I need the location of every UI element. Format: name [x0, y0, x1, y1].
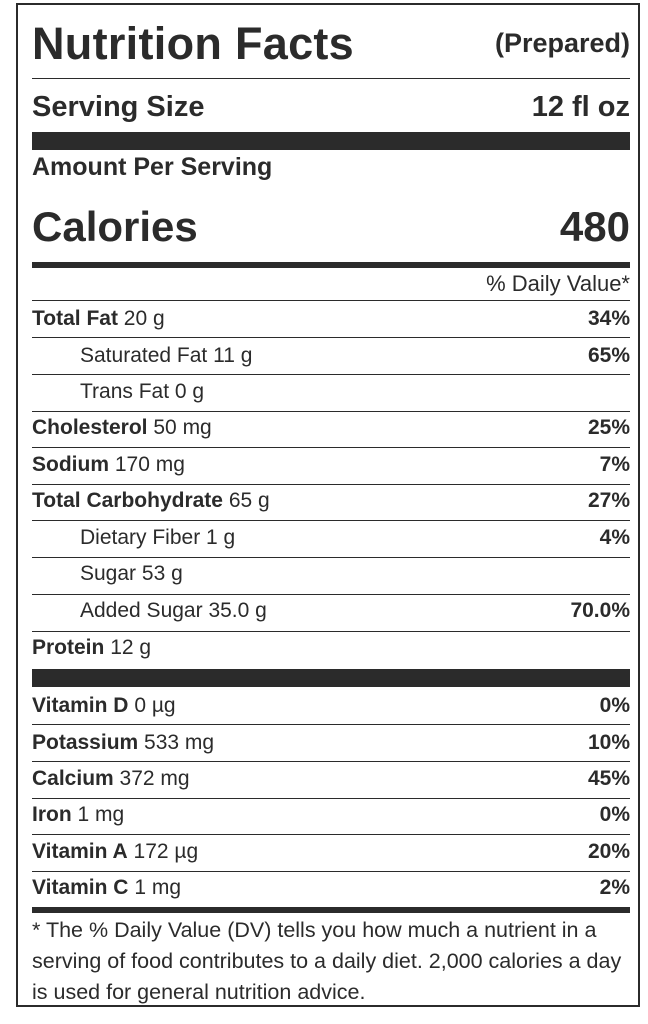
- nutrient-amount: 170 mg: [114, 453, 185, 476]
- serving-size-value: 12 fl oz: [531, 90, 630, 123]
- nutrient-dv: 0%: [599, 803, 630, 826]
- divider: [32, 834, 630, 835]
- nutrient-name: Added Sugar: [80, 599, 203, 622]
- nutrient-name: Protein: [32, 636, 105, 659]
- medium-divider: [32, 907, 630, 913]
- nutrient-name: Calcium: [32, 767, 114, 790]
- nutrient-row-cholesterol: Cholesterol 50 mg 25%: [32, 410, 630, 446]
- nutrient-amount: 0 µg: [134, 694, 176, 717]
- nutrient-name: Vitamin A: [32, 840, 128, 863]
- vitamin-row-iron: Iron 1 mg 0%: [32, 797, 630, 833]
- calories-row: Calories 480: [32, 197, 630, 257]
- nutrient-dv: 10%: [587, 731, 630, 754]
- vitamin-row-potassium: Potassium 533 mg 10%: [32, 725, 630, 761]
- nutrient-dv: 34%: [587, 307, 630, 330]
- nutrient-amount: 172 µg: [133, 840, 199, 863]
- nutrient-amount: 20 g: [123, 307, 165, 330]
- daily-value-header: % Daily Value*: [486, 271, 630, 296]
- nutrient-name: Saturated Fat: [80, 344, 208, 367]
- divider: [32, 447, 630, 448]
- title-row: Nutrition Facts (Prepared): [32, 15, 630, 71]
- vitamin-row-vitamin-a: Vitamin A 172 µg 20%: [32, 834, 630, 870]
- divider: [32, 631, 630, 632]
- nutrient-amount: 53 g: [141, 562, 183, 585]
- calories-label: Calories: [32, 203, 198, 250]
- divider: [32, 411, 630, 412]
- nutrient-amount: 35.0 g: [208, 599, 267, 622]
- nutrient-row-total-carbohydrate: Total Carbohydrate 65 g 27%: [32, 483, 630, 519]
- nutrient-name: Sodium: [32, 453, 109, 476]
- divider: [32, 871, 630, 872]
- thick-divider: [32, 132, 630, 150]
- nutrient-name: Sugar: [80, 562, 137, 585]
- medium-divider: [32, 262, 630, 268]
- nutrient-row-total-fat: Total Fat 20 g 34%: [32, 301, 630, 337]
- nutrient-dv: 4%: [599, 526, 630, 549]
- divider: [32, 300, 630, 301]
- nutrient-amount: 11 g: [213, 344, 253, 367]
- amount-per-serving: Amount Per Serving: [32, 153, 273, 181]
- nutrient-dv: 27%: [587, 489, 630, 512]
- nutrient-dv: 65%: [587, 344, 630, 367]
- nutrient-amount: 65 g: [228, 489, 270, 512]
- calories-value: 480: [559, 203, 630, 250]
- nutrient-row-sodium: Sodium 170 mg 7%: [32, 447, 630, 483]
- divider: [32, 484, 630, 485]
- nutrient-amount: 0 g: [174, 380, 205, 403]
- divider: [32, 78, 630, 79]
- divider: [32, 798, 630, 799]
- nutrient-amount: 50 mg: [153, 416, 212, 439]
- divider: [32, 724, 630, 725]
- divider: [32, 594, 630, 595]
- panel-inner: Nutrition Facts (Prepared) Serving Size …: [32, 5, 630, 1005]
- nutrient-row-sugar: Sugar 53 g: [32, 556, 630, 592]
- nutrient-name: Vitamin D: [32, 694, 129, 717]
- nutrient-name: Total Carbohydrate: [32, 489, 223, 512]
- nutrient-name: Dietary Fiber: [80, 526, 201, 549]
- label-title: Nutrition Facts: [32, 17, 355, 69]
- nutrient-dv: 0%: [599, 694, 630, 717]
- thick-divider: [32, 669, 630, 687]
- nutrient-dv: 20%: [587, 840, 630, 863]
- nutrient-amount: 1 mg: [134, 876, 181, 899]
- nutrient-dv: 45%: [587, 767, 630, 790]
- nutrient-row-trans-fat: Trans Fat 0 g: [32, 374, 630, 410]
- nutrient-row-protein: Protein 12 g: [32, 630, 630, 666]
- nutrition-facts-panel: Nutrition Facts (Prepared) Serving Size …: [16, 3, 640, 1007]
- nutrient-amount: 1 g: [206, 526, 236, 549]
- title-note: (Prepared): [494, 27, 630, 58]
- nutrient-name: Potassium: [32, 731, 139, 754]
- divider: [32, 761, 630, 762]
- nutrient-dv: 25%: [587, 416, 630, 439]
- nutrient-dv: 7%: [599, 453, 630, 476]
- vitamin-row-vitamin-c: Vitamin C 1 mg 2%: [32, 870, 630, 906]
- nutrient-name: Trans Fat: [80, 380, 170, 403]
- nutrient-name: Vitamin C: [32, 876, 129, 899]
- nutrient-row-saturated-fat: Saturated Fat 11 g 65%: [32, 338, 630, 374]
- nutrient-amount: 12 g: [110, 636, 152, 659]
- divider: [32, 557, 630, 558]
- nutrient-amount: 1 mg: [77, 803, 125, 826]
- vitamin-row-vitamin-d: Vitamin D 0 µg 0%: [32, 688, 630, 724]
- nutrient-dv: 70.0%: [570, 599, 630, 622]
- nutrient-row-dietary-fiber: Dietary Fiber 1 g 4%: [32, 520, 630, 556]
- divider: [32, 337, 630, 338]
- nutrient-name: Cholesterol: [32, 416, 148, 439]
- vitamin-row-calcium: Calcium 372 mg 45%: [32, 761, 630, 797]
- divider: [32, 374, 630, 375]
- nutrient-amount: 533 mg: [144, 731, 215, 754]
- nutrient-dv: 2%: [599, 876, 630, 899]
- nutrient-name: Iron: [32, 803, 72, 826]
- serving-size-label: Serving Size: [32, 90, 205, 123]
- nutrient-name: Total Fat: [32, 307, 118, 330]
- nutrient-row-added-sugar: Added Sugar 35.0 g 70.0%: [32, 593, 630, 629]
- serving-size-row: Serving Size 12 fl oz: [32, 87, 630, 127]
- daily-value-footnote: * The % Daily Value (DV) tells you how m…: [32, 918, 622, 1004]
- nutrient-amount: 372 mg: [119, 767, 190, 790]
- divider: [32, 520, 630, 521]
